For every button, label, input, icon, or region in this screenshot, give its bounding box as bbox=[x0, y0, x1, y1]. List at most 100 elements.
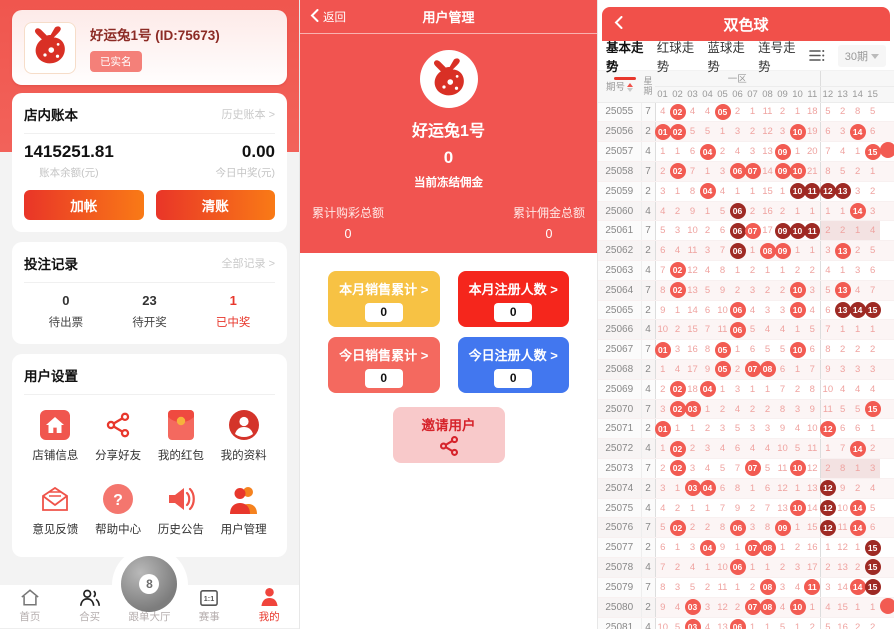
trend-cell: 11 bbox=[835, 517, 851, 539]
issue-number: 25069 bbox=[598, 379, 642, 400]
trend-row: 25080 2 9 4 03 3 12 2 07 08 4 10 1 4 15 1 1 bbox=[598, 597, 894, 618]
trend-cell: 15 bbox=[864, 537, 881, 559]
stat-card-1[interactable]: 本月注册人数 > 0 bbox=[457, 271, 569, 327]
stat-card-3[interactable]: 今日注册人数 > 0 bbox=[457, 337, 569, 393]
bet-stat-2[interactable]: 1 已中奖 bbox=[191, 293, 275, 330]
trend-cell: 2 bbox=[775, 102, 790, 123]
nav-item-跟单大厅[interactable]: 8 跟单大厅 bbox=[120, 556, 180, 628]
trend-cell: 1 bbox=[760, 379, 775, 400]
issue-number: 25066 bbox=[598, 319, 642, 341]
trend-cell: 7 bbox=[865, 280, 881, 301]
all-records-link[interactable]: 全部记录 > bbox=[221, 258, 275, 270]
trend-cell: 6 bbox=[865, 121, 881, 143]
trend-cell: 1 bbox=[790, 478, 805, 499]
settings-item-label: 分享好友 bbox=[95, 450, 142, 462]
bet-stat-1[interactable]: 23 待开奖 bbox=[108, 293, 192, 330]
trend-cell: 1 bbox=[775, 537, 790, 559]
trend-cell: 3 bbox=[805, 280, 821, 301]
add-account-button[interactable]: 加帐 bbox=[24, 190, 144, 220]
trend-cell: 2 bbox=[730, 102, 745, 123]
settings-item[interactable]: 意见反馈 bbox=[24, 483, 87, 537]
trend-cell: 9 bbox=[835, 478, 851, 499]
history-ledger-link[interactable]: 历史账本 > bbox=[221, 109, 275, 121]
divider bbox=[24, 133, 275, 134]
trend-cell: 06 bbox=[729, 220, 746, 242]
issue-number: 25081 bbox=[598, 617, 642, 629]
settings-item[interactable]: 我的资料 bbox=[212, 409, 275, 463]
trend-cell: 7 bbox=[819, 141, 836, 163]
lottery-ball: 02 bbox=[669, 460, 686, 477]
trend-cell: 10 bbox=[655, 617, 670, 629]
trend-cell: 3 bbox=[835, 121, 851, 143]
weekday: 4 bbox=[641, 379, 656, 400]
nav-item-首页[interactable]: 首页 bbox=[0, 587, 60, 628]
trend-cell bbox=[880, 300, 894, 321]
trend-cell: 1 bbox=[790, 240, 805, 262]
trend-cell: 1 bbox=[790, 141, 805, 163]
trend-cell: 2 bbox=[700, 577, 715, 598]
tab-基本走势[interactable]: 基本走势 bbox=[606, 32, 644, 80]
trend-cell: 1 bbox=[805, 240, 821, 262]
trend-cell: 9 bbox=[775, 418, 790, 440]
tab-红球走势[interactable]: 红球走势 bbox=[656, 40, 695, 74]
settings-item[interactable]: 我的红包 bbox=[150, 409, 213, 463]
trend-cell: 7 bbox=[715, 240, 730, 262]
trend-cell: 10 bbox=[789, 280, 806, 301]
sort-issue-control[interactable] bbox=[627, 83, 633, 93]
nav-item-我的[interactable]: 我的 bbox=[239, 587, 299, 628]
trend-row: 25061 7 5 3 10 2 6 06 07 17 09 10 11 2 2 1 4 bbox=[598, 220, 894, 242]
user-card[interactable]: 好运兔1号 (ID:75673) 已实名 bbox=[12, 10, 287, 85]
trend-cell: 15 bbox=[685, 319, 700, 341]
clear-account-button[interactable]: 清账 bbox=[155, 190, 275, 220]
weekday: 2 bbox=[641, 359, 656, 380]
weekday: 7 bbox=[641, 220, 656, 242]
trend-cell: 3 bbox=[760, 300, 775, 321]
trend-cell: 5 bbox=[865, 498, 881, 519]
nav-item-合买[interactable]: 合买 bbox=[60, 587, 120, 628]
lottery-ball: 15 bbox=[864, 559, 881, 576]
stat-card-0[interactable]: 本月销售累计 > 0 bbox=[328, 271, 440, 327]
stat-card-2[interactable]: 今日销售累计 > 0 bbox=[328, 337, 440, 393]
settings-item[interactable]: ? 帮助中心 bbox=[87, 483, 150, 537]
tab-连号走势[interactable]: 连号走势 bbox=[758, 40, 796, 74]
weekday: 2 bbox=[641, 418, 656, 440]
trend-cell: 1 bbox=[670, 418, 685, 440]
rabbit-icon bbox=[429, 57, 469, 102]
lottery-ball: 06 bbox=[729, 519, 746, 536]
period-select[interactable]: 30期 bbox=[837, 44, 886, 67]
lottery-ball: 01 bbox=[654, 123, 671, 140]
trend-cell: 12 bbox=[775, 478, 790, 499]
trend-cell: 1 bbox=[819, 537, 836, 559]
trend-cell: 5 bbox=[865, 102, 881, 123]
bet-stat-0[interactable]: 0 待出票 bbox=[24, 293, 108, 330]
issue-number: 25074 bbox=[598, 478, 642, 499]
lottery-ball: 09 bbox=[774, 519, 791, 536]
trend-cell: 04 bbox=[699, 141, 716, 163]
settings-item[interactable]: 店铺信息 bbox=[24, 409, 87, 463]
invite-user-button[interactable]: 邀请用户 bbox=[392, 407, 505, 463]
trend-cell: 6 bbox=[865, 260, 881, 281]
trend-cell: 1 bbox=[850, 458, 866, 479]
trend-cell: 01 bbox=[654, 418, 671, 440]
lottery-ball: 08 bbox=[759, 361, 776, 378]
back-button[interactable]: 返回 bbox=[310, 8, 346, 25]
nav-item-赛事[interactable]: 1:1 赛事 bbox=[179, 587, 239, 628]
balance-value: 1415251.81 bbox=[24, 142, 114, 161]
tab-蓝球走势[interactable]: 蓝球走势 bbox=[707, 40, 745, 74]
trend-cell: 2 bbox=[850, 240, 866, 262]
weekday: 2 bbox=[641, 478, 656, 499]
bet-stat-label: 待出票 bbox=[48, 317, 84, 329]
trend-cell: 1 bbox=[670, 300, 685, 321]
frozen-commission-label: 当前冻结佣金 bbox=[414, 177, 483, 189]
trend-cell: 2 bbox=[655, 161, 670, 182]
lottery-ball: 14 bbox=[849, 302, 866, 319]
settings-item[interactable]: 分享好友 bbox=[87, 409, 150, 463]
lottery-ball: 02 bbox=[669, 381, 686, 398]
back-button[interactable] bbox=[614, 15, 623, 33]
trend-cell: 10 bbox=[789, 220, 806, 242]
trend-cell bbox=[880, 359, 894, 380]
list-filter-icon[interactable] bbox=[808, 49, 825, 62]
settings-item[interactable]: 用户管理 bbox=[212, 483, 275, 537]
trend-cell: 2 bbox=[805, 617, 821, 629]
settings-item[interactable]: 历史公告 bbox=[150, 483, 213, 537]
